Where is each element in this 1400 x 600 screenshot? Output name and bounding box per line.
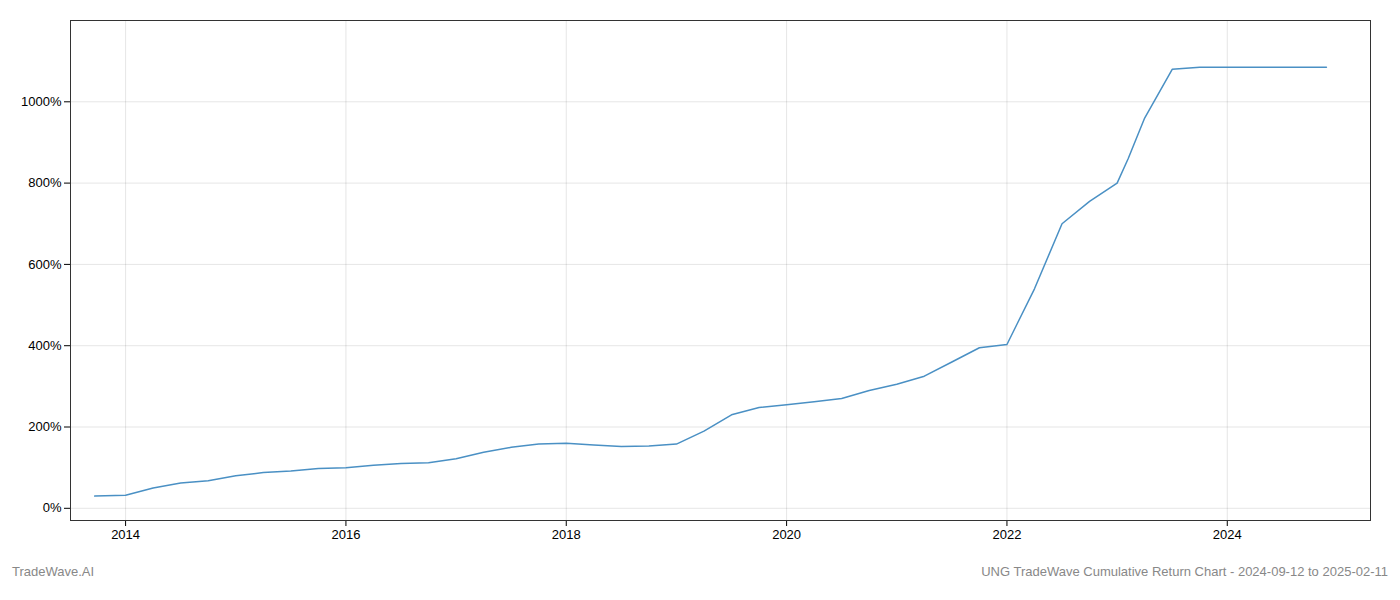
svg-text:2024: 2024: [1213, 527, 1242, 542]
svg-text:2020: 2020: [772, 527, 801, 542]
svg-text:0%: 0%: [43, 500, 62, 515]
svg-text:200%: 200%: [28, 419, 62, 434]
svg-text:2018: 2018: [552, 527, 581, 542]
svg-text:2022: 2022: [992, 527, 1021, 542]
svg-text:2016: 2016: [331, 527, 360, 542]
svg-text:800%: 800%: [28, 175, 62, 190]
html-text:TradeWave.AI: TradeWave.AI: [12, 564, 95, 579]
svg-text:1000%: 1000%: [21, 94, 62, 109]
svg-text:400%: 400%: [28, 338, 62, 353]
html-text:UNG TradeWave Cumulative Retur: UNG TradeWave Cumulative Return Chart - …: [981, 564, 1388, 579]
svg-text:2014: 2014: [111, 527, 140, 542]
svg-text:600%: 600%: [28, 257, 62, 272]
